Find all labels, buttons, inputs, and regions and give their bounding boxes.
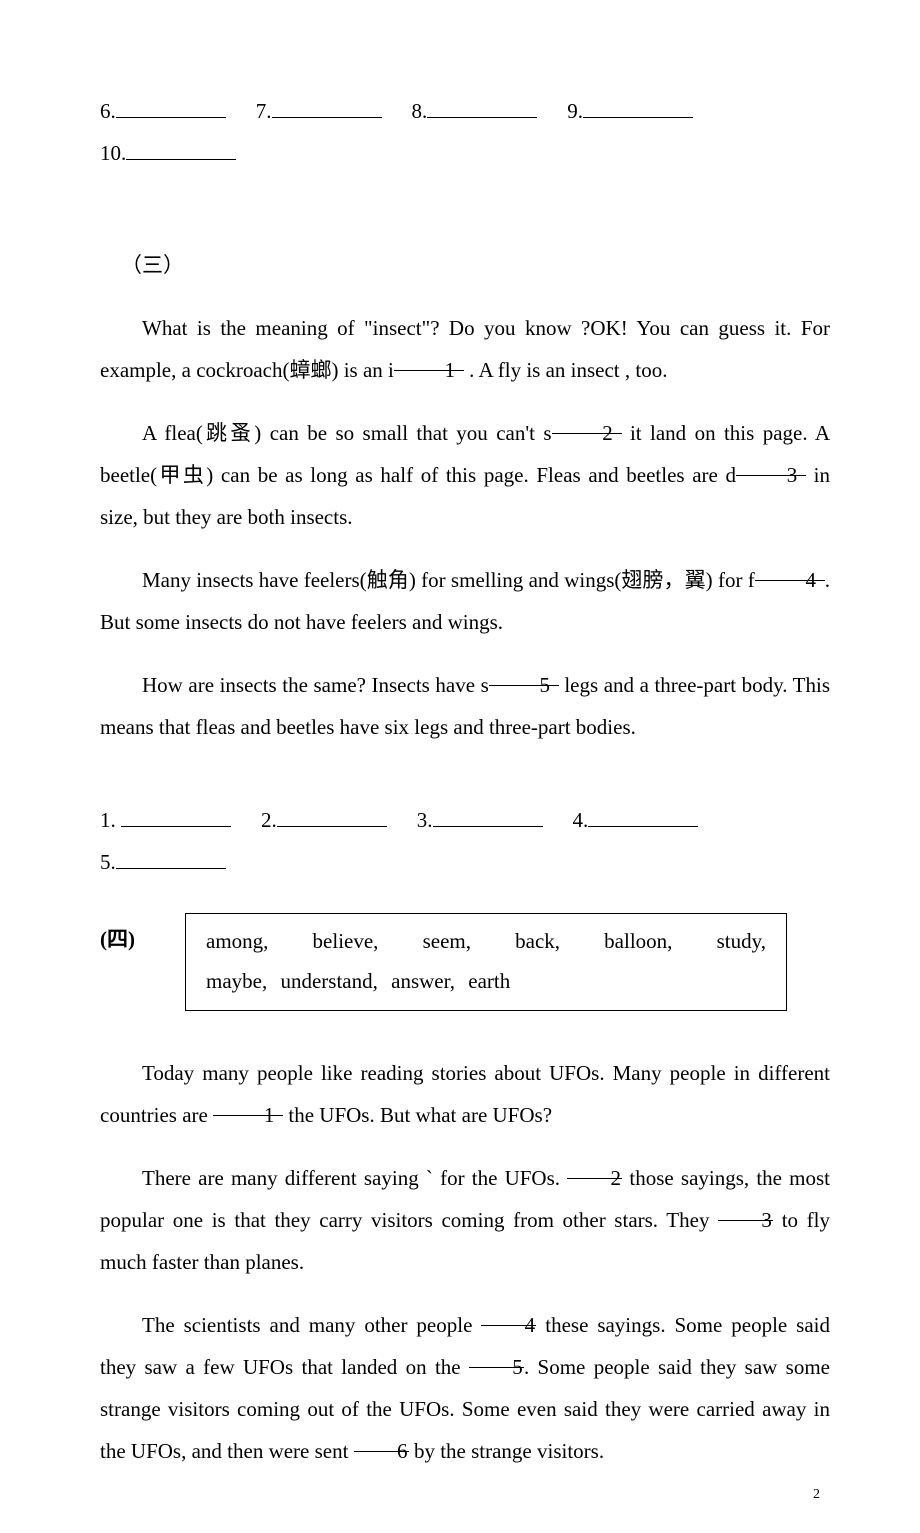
cloze-blank-4[interactable]: 4 [481, 1304, 536, 1326]
word: back, [515, 922, 560, 962]
word-bank-row: maybe, understand, answer, earth [206, 962, 766, 1002]
word: believe, [313, 922, 379, 962]
text: There are many different saying ` for th… [142, 1166, 567, 1190]
text: Many insects have feelers(触角) for smelli… [142, 568, 755, 592]
cloze-blank-2[interactable]: 2 [567, 1157, 622, 1179]
page: 6. 7. 8. 9. 10. （三） What is the meaning … [0, 0, 920, 1533]
cloze-blank-5[interactable]: 5 [489, 664, 559, 686]
word: seem, [423, 922, 471, 962]
answer-blank[interactable] [588, 805, 698, 827]
answer-item: 7. [256, 90, 382, 132]
word: balloon, [604, 922, 672, 962]
cloze-blank-4[interactable]: 4 [755, 559, 825, 581]
page-number: 2 [813, 1487, 820, 1503]
answer-item: 1. [100, 799, 231, 841]
answer-blank[interactable] [277, 805, 387, 827]
text: The scientists and many other people [142, 1313, 481, 1337]
word-bank-box: among, believe, seem, back, balloon, stu… [185, 913, 787, 1011]
text: How are insects the same? Insects have s [142, 673, 489, 697]
answer-blank[interactable] [583, 96, 693, 118]
cloze-blank-3[interactable]: 3 [718, 1199, 773, 1221]
cloze-blank-1[interactable]: 1 [394, 349, 464, 371]
answer-blank[interactable] [116, 96, 226, 118]
answer-num: 3. [417, 799, 433, 841]
answer-num: 8. [412, 90, 428, 132]
word: among, [206, 922, 268, 962]
word: study, [717, 922, 766, 962]
cloze-blank-1[interactable]: 1 [213, 1094, 283, 1116]
answer-num: 6. [100, 90, 116, 132]
answer-num: 9. [567, 90, 583, 132]
cloze-blank-6[interactable]: 6 [354, 1430, 409, 1452]
cloze-blank-2[interactable]: 2 [552, 412, 622, 434]
word-bank-row: among, believe, seem, back, balloon, stu… [206, 922, 766, 962]
answer-blank[interactable] [126, 138, 236, 160]
answer-num: 1. [100, 799, 116, 841]
answer-item: 9. [567, 90, 693, 132]
text: A flea(跳蚤) can be so small that you can'… [142, 421, 552, 445]
answer-item: 2. [261, 799, 387, 841]
answer-item: 5. [100, 841, 226, 883]
s3-paragraph-3: Many insects have feelers(触角) for smelli… [100, 559, 830, 643]
cloze-blank-3[interactable]: 3 [736, 454, 806, 476]
section-3-label: （三） [100, 244, 184, 286]
answer-blank[interactable] [272, 96, 382, 118]
answer-item: 10. [100, 132, 236, 174]
text: by the strange visitors. [409, 1439, 604, 1463]
answers-6-10: 6. 7. 8. 9. 10. [100, 90, 830, 174]
answers-1-5: 1. 2. 3. 4. 5. [100, 799, 830, 883]
s4-paragraph-3: The scientists and many other people 4 t… [100, 1304, 830, 1472]
answer-num: 5. [100, 841, 116, 883]
s4-paragraph-1: Today many people like reading stories a… [100, 1052, 830, 1136]
answer-num: 10. [100, 132, 126, 174]
answer-blank[interactable] [433, 805, 543, 827]
answer-item: 8. [412, 90, 538, 132]
answer-num: 7. [256, 90, 272, 132]
answer-blank[interactable] [121, 805, 231, 827]
s3-paragraph-1: What is the meaning of "insect"? Do you … [100, 307, 830, 391]
s3-paragraph-2: A flea(跳蚤) can be so small that you can'… [100, 412, 830, 538]
answer-num: 4. [573, 799, 589, 841]
cloze-blank-5[interactable]: 5 [469, 1346, 524, 1368]
section-4-label: (四) [100, 923, 135, 953]
answer-blank[interactable] [116, 847, 226, 869]
text: the UFOs. But what are UFOs? [283, 1103, 552, 1127]
answer-item: 6. [100, 90, 226, 132]
section-4-header: (四) among, believe, seem, back, balloon,… [100, 913, 830, 1011]
text: . A fly is an insect , too. [464, 358, 668, 382]
answer-num: 2. [261, 799, 277, 841]
s4-paragraph-2: There are many different saying ` for th… [100, 1157, 830, 1283]
answer-blank[interactable] [427, 96, 537, 118]
s3-paragraph-4: How are insects the same? Insects have s… [100, 664, 830, 748]
answer-item: 3. [417, 799, 543, 841]
answer-item: 4. [573, 799, 699, 841]
